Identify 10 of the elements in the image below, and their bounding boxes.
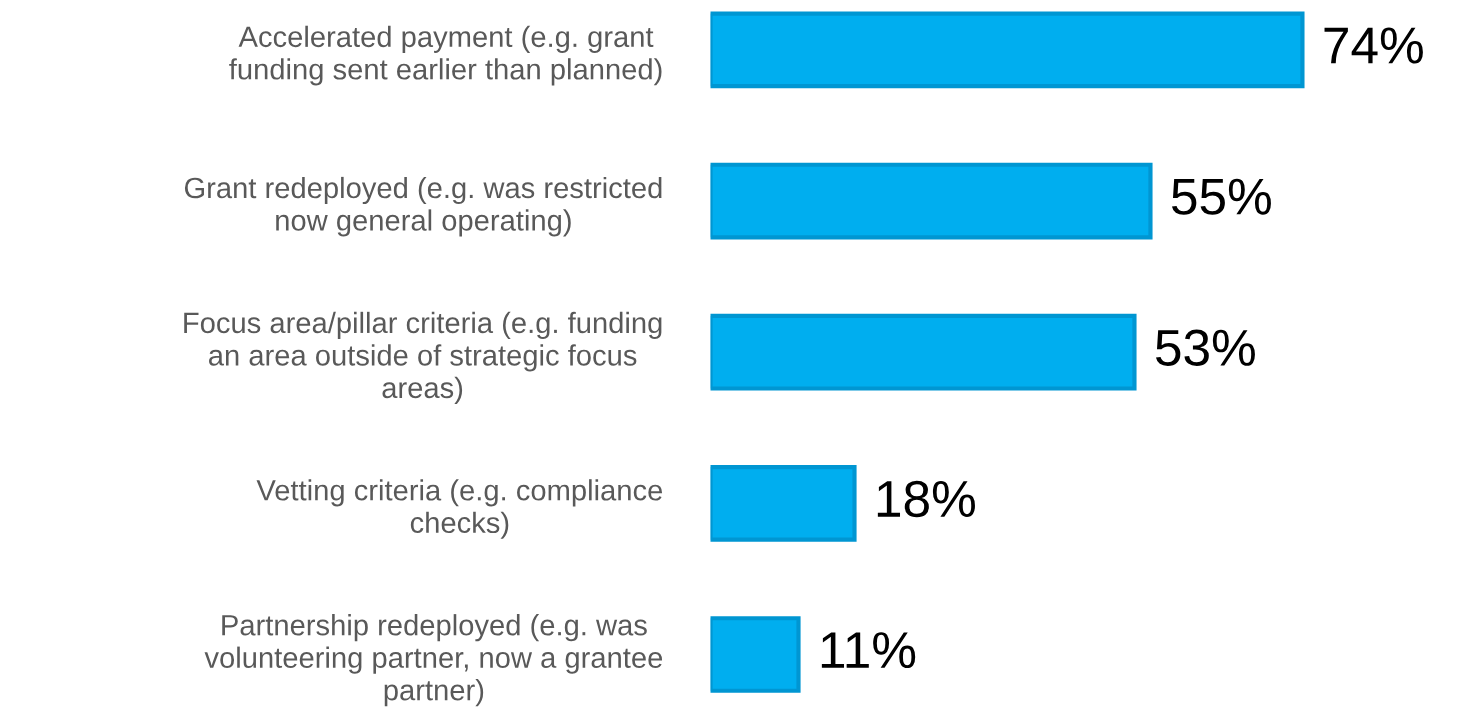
y-tick-label: Vetting criteria (e.g. compliance checks): [256, 479, 663, 539]
data-label: 74%: [1324, 27, 1423, 64]
y-tick-label: Accelerated payment (e.g. grant funding sent earlier than planned): [229, 25, 662, 86]
y-tick-label: Partnership redeployed (e.g. was volunteering partner, now a grantee partner): [204, 614, 663, 707]
y-tick-label: Grant redeployed (e.g. was restricted now general operating): [184, 176, 662, 237]
data-label: 11%: [821, 632, 916, 669]
data-label: 53%: [1155, 329, 1255, 366]
data-label: 55%: [1171, 178, 1271, 215]
data-label: 18%: [877, 480, 975, 518]
y-tick-label: Focus area/pillar criteria (e.g. funding an area outside of strategic focus areas): [184, 311, 662, 404]
